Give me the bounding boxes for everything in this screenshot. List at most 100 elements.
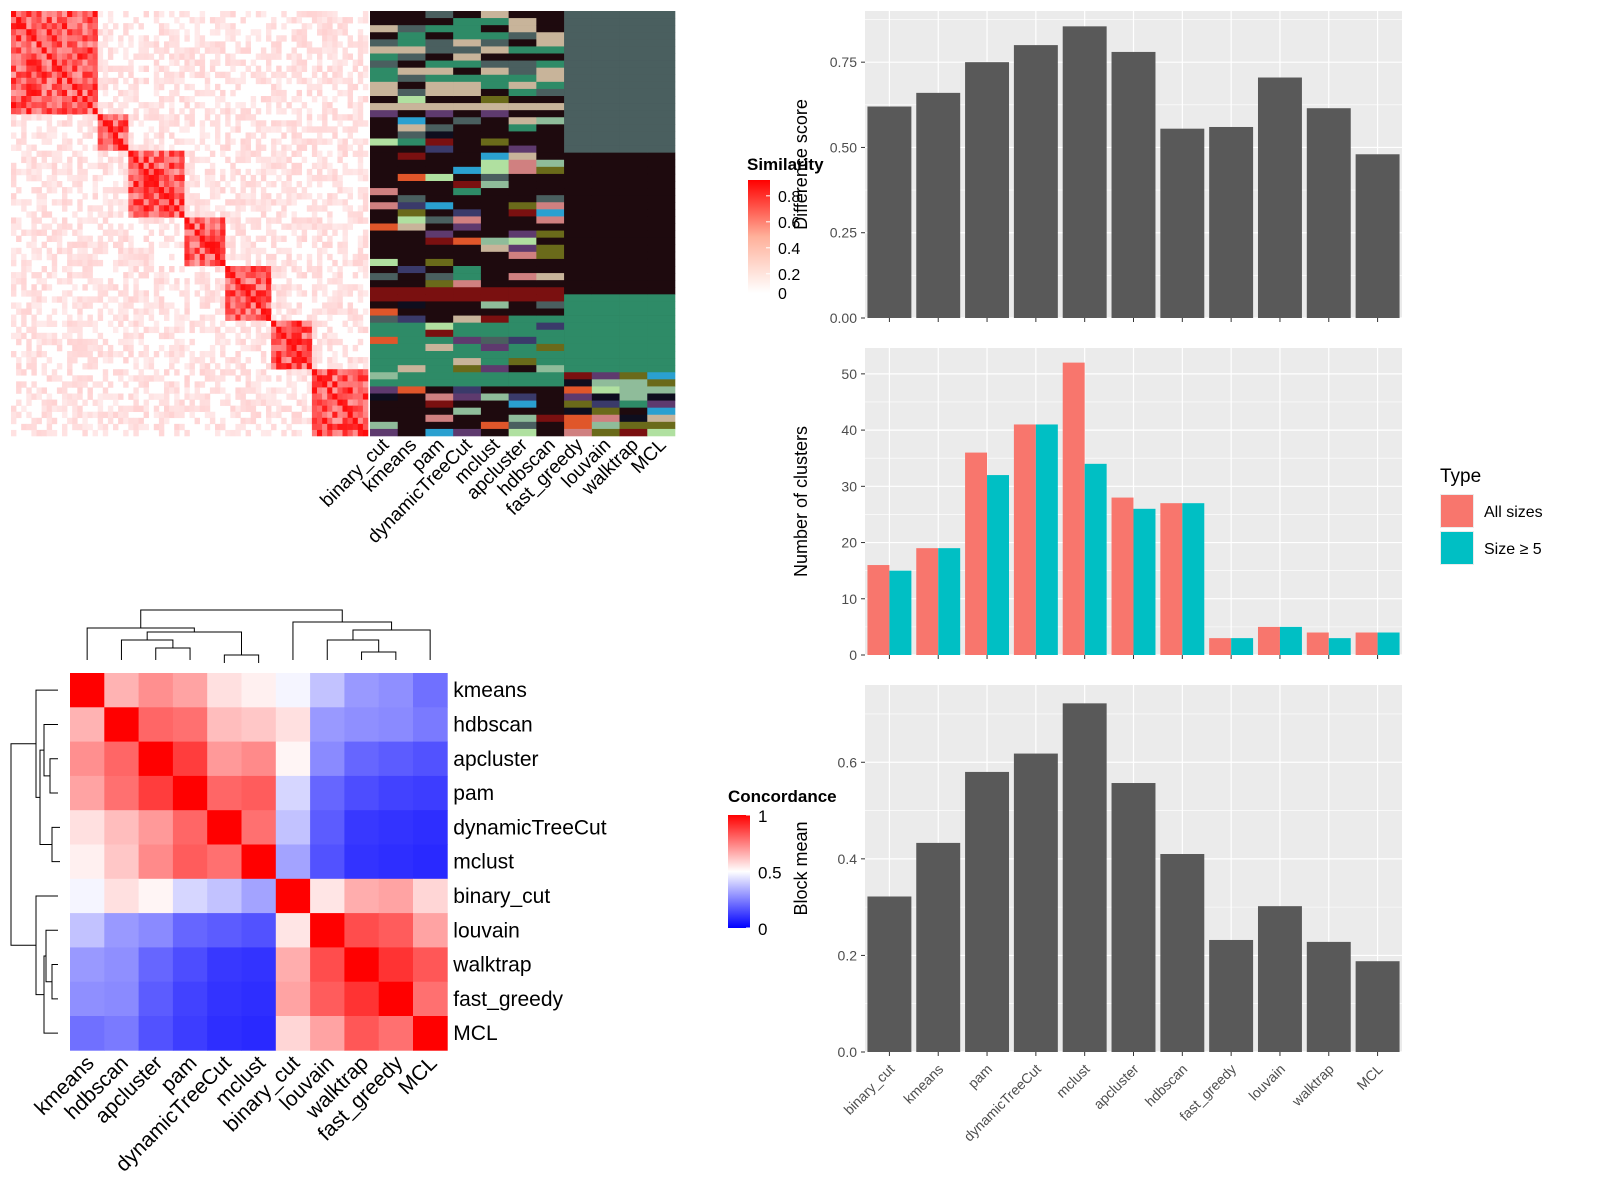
similarity-cell (286, 174, 292, 182)
similarity-cell (164, 77, 170, 85)
similarity-cell (337, 156, 343, 164)
method-grid-cell (425, 173, 454, 182)
similarity-cell (138, 205, 144, 212)
similarity-cell (87, 338, 93, 346)
similarity-cell (46, 338, 53, 346)
similarity-cell (41, 411, 47, 419)
method-grid-cell (508, 223, 537, 231)
similarity-cell (255, 332, 262, 340)
similarity-cell (204, 108, 211, 115)
similarity-cell (77, 229, 83, 236)
method-grid-cell (397, 181, 426, 189)
similarity-cell (357, 17, 364, 24)
similarity-cell (72, 399, 78, 406)
similarity-cell (87, 114, 93, 121)
concordance-cell (207, 673, 242, 708)
method-grid-cell (536, 273, 565, 281)
similarity-cell (143, 272, 149, 279)
similarity-cell (220, 174, 226, 182)
similarity-cell (107, 229, 114, 236)
similarity-cell (118, 65, 124, 73)
method-grid-cell (619, 336, 648, 345)
method-grid-cell (453, 11, 482, 19)
similarity-cell (169, 120, 175, 127)
similarity-cell (128, 138, 134, 145)
similarity-cell (72, 83, 78, 91)
method-grid-cell (536, 166, 565, 175)
similarity-cell (174, 29, 180, 36)
similarity-legend-gradient (748, 180, 770, 293)
similarity-cell (164, 223, 170, 230)
method-grid-cell (591, 181, 620, 189)
method-grid-cell (425, 244, 454, 253)
method-grid-cell (591, 372, 620, 380)
similarity-cell (362, 326, 369, 334)
method-grid-cell (647, 202, 676, 210)
method-grid-cell (619, 400, 648, 408)
similarity-cell (36, 114, 42, 121)
similarity-cell (230, 253, 236, 261)
similarity-cell (342, 89, 348, 97)
similarity-cell (266, 253, 272, 261)
similarity-cell (322, 320, 328, 328)
method-grid-cell (591, 103, 620, 111)
similarity-cell (204, 89, 211, 97)
similarity-cell (56, 405, 63, 413)
similarity-cell (322, 108, 328, 115)
similarity-cell (250, 314, 257, 321)
similarity-cell (82, 168, 88, 176)
similarity-cell (281, 108, 287, 115)
similarity-cell (250, 132, 257, 139)
similarity-cell (225, 199, 231, 206)
similarity-cell (230, 272, 236, 279)
similarity-cell (92, 174, 98, 182)
method-grid-cell (397, 230, 426, 238)
similarity-cell (255, 156, 262, 164)
method-grid-cell (370, 315, 399, 323)
method-grid-cell (453, 308, 482, 316)
similarity-cell (301, 223, 308, 230)
similarity-cell (347, 53, 353, 60)
method-grid-cell (591, 166, 620, 175)
method-grid-cell (564, 365, 593, 373)
similarity-cell (322, 114, 328, 121)
method-grid-cell (619, 188, 648, 196)
similarity-cell (26, 102, 32, 109)
similarity-cell (301, 126, 308, 133)
similarity-cell (113, 126, 119, 133)
similarity-cell (337, 284, 343, 291)
similarity-cell (164, 387, 170, 394)
similarity-cell (164, 211, 170, 218)
similarity-cell (291, 411, 297, 419)
similarity-cell (327, 308, 333, 315)
similarity-cell (327, 193, 333, 200)
similarity-cell (179, 138, 185, 145)
similarity-cell (240, 229, 246, 236)
similarity-cell (327, 102, 333, 109)
method-grid-cell (453, 110, 482, 118)
similarity-cell (77, 77, 83, 85)
similarity-cell (255, 278, 262, 285)
similarity-cell (266, 399, 272, 406)
similarity-cell (16, 71, 22, 79)
similarity-cell (92, 357, 98, 364)
similarity-cell (235, 102, 241, 109)
similarity-cell (118, 120, 124, 127)
similarity-cell (77, 96, 83, 103)
method-grid-cell (453, 287, 482, 295)
similarity-cell (179, 405, 185, 413)
similarity-cell (158, 114, 165, 121)
method-grid-cell (397, 103, 426, 111)
y-tick-label: 0.2 (838, 947, 858, 963)
similarity-cell (204, 181, 211, 188)
similarity-cell (317, 405, 323, 413)
method-grid-cell (508, 343, 537, 352)
similarity-cell (184, 59, 190, 66)
x-tick-label: hdbscan (1142, 1061, 1191, 1110)
similarity-cell (286, 17, 292, 24)
similarity-cell (296, 332, 302, 340)
similarity-cell (97, 205, 104, 212)
method-grid-cell (647, 365, 676, 373)
method-grid-cell (480, 365, 509, 373)
method-grid-cell (564, 428, 593, 437)
